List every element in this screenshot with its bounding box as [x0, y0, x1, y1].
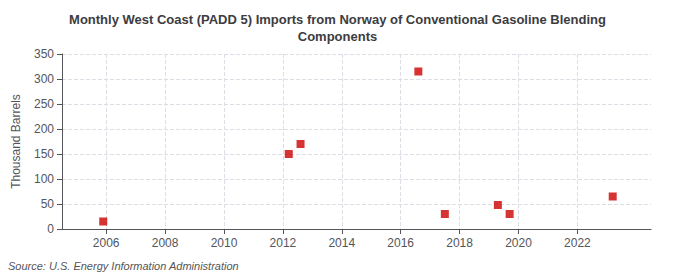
svg-text:2008: 2008	[152, 236, 179, 250]
svg-text:200: 200	[34, 122, 54, 136]
svg-text:2016: 2016	[387, 236, 414, 250]
svg-text:2006: 2006	[93, 236, 120, 250]
svg-text:Thousand Barrels: Thousand Barrels	[9, 94, 23, 189]
svg-text:150: 150	[34, 147, 54, 161]
svg-text:Components: Components	[298, 29, 377, 44]
svg-text:50: 50	[41, 197, 55, 211]
svg-text:2018: 2018	[446, 236, 473, 250]
svg-text:Monthly West Coast (PADD 5) Im: Monthly West Coast (PADD 5) Imports from…	[69, 12, 606, 27]
svg-text:2014: 2014	[328, 236, 355, 250]
svg-text:100: 100	[34, 172, 54, 186]
svg-text:300: 300	[34, 72, 54, 86]
svg-text:2022: 2022	[564, 236, 591, 250]
svg-text:350: 350	[34, 47, 54, 61]
svg-text:2010: 2010	[211, 236, 238, 250]
svg-text:0: 0	[47, 222, 54, 236]
svg-text:2020: 2020	[505, 236, 532, 250]
svg-text:2012: 2012	[270, 236, 297, 250]
svg-text:Source: U.S. Energy Informatio: Source: U.S. Energy Information Administ…	[8, 260, 239, 272]
svg-text:250: 250	[34, 97, 54, 111]
